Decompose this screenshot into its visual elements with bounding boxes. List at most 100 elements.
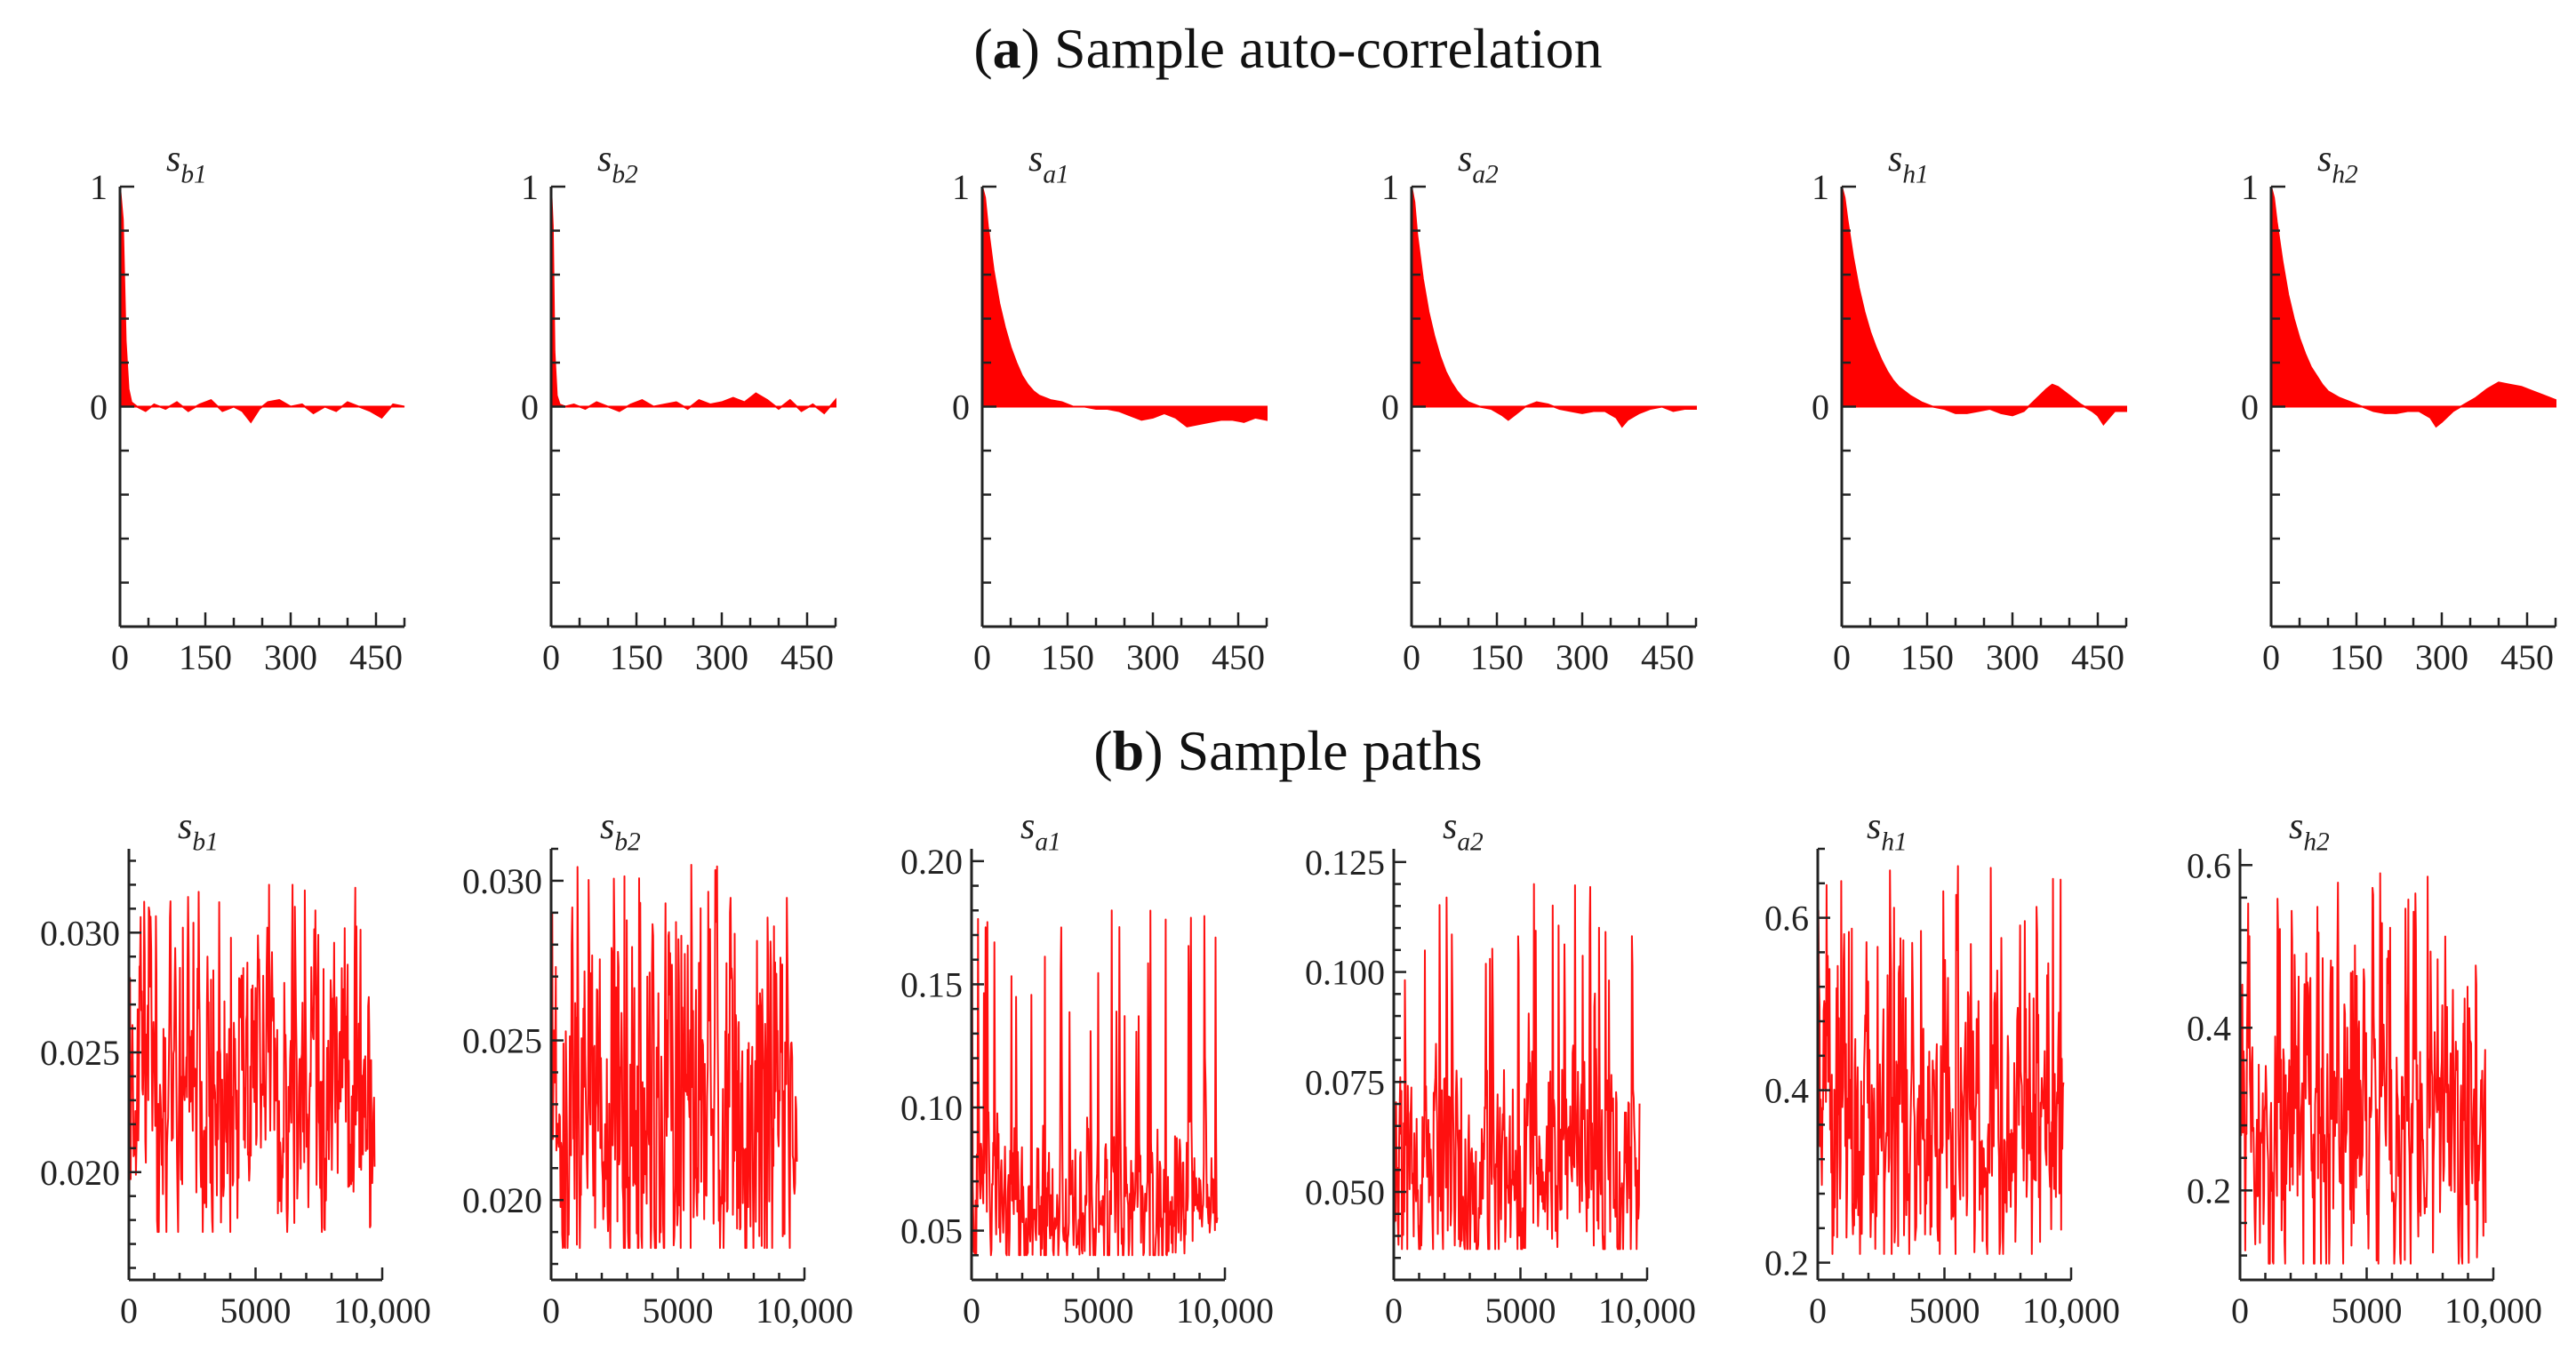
panel-a-title: (a) Sample auto-correlation <box>973 17 1602 80</box>
series-label-b-0: sb1 <box>178 806 219 856</box>
x-tick-label: 0 <box>1833 637 1851 677</box>
y-tick-label: 0.125 <box>1305 843 1385 883</box>
sample-path-line <box>971 909 1219 1257</box>
x-tick-label: 0 <box>2231 1291 2249 1331</box>
x-tick-label: 10,000 <box>756 1291 853 1331</box>
y-tick-label: 0.4 <box>1764 1071 1809 1111</box>
chart-a-a1: 1 0 0 150 300 450 sa1 <box>952 139 1268 677</box>
x-tick-label: 5000 <box>1063 1291 1134 1331</box>
x-tick-label: 450 <box>780 637 834 677</box>
x-tick-label: 0 <box>963 1291 980 1331</box>
y-tick-label: 0.030 <box>462 861 542 901</box>
y-tick-label: 1 <box>90 167 108 207</box>
acf-area <box>2270 186 2556 428</box>
acf-area <box>1411 186 1697 428</box>
chart-a-a2: 1 0 0 150 300 450 sa2 <box>1381 139 1698 677</box>
series-label-a-5: sh2 <box>2317 139 2358 188</box>
y-tick-label: 0.10 <box>900 1088 963 1128</box>
chart-a-b2: 1 0 0 150 300 450 sb2 <box>521 139 837 677</box>
series-label-a-3: sa2 <box>1458 139 1499 188</box>
sample-path-line <box>128 883 376 1234</box>
x-tick-label: 300 <box>1986 637 2039 677</box>
y-tick-label: 1 <box>2241 167 2259 207</box>
x-tick-label: 0 <box>111 637 129 677</box>
x-tick-label: 300 <box>695 637 748 677</box>
y-tick-label: 0.6 <box>1764 899 1809 939</box>
x-tick-label: 10,000 <box>333 1291 431 1331</box>
series-label-base: s <box>178 806 192 847</box>
chart-b-h2: 0.2 0.4 0.6 0 5000 10,000 sh2 <box>2187 806 2542 1331</box>
x-tick-label: 10,000 <box>1176 1291 1274 1331</box>
series-label-subscript: a1 <box>1043 160 1068 188</box>
y-tick-label: 0.4 <box>2187 1008 2231 1048</box>
series-label-b-2: sa1 <box>1020 806 1061 856</box>
series-label-base: s <box>1867 806 1881 847</box>
series-label-base: s <box>1888 139 1902 180</box>
panel-b-title: (b) Sample paths <box>1093 719 1482 782</box>
y-tick-label: 0.15 <box>900 964 963 1004</box>
sample-path-line <box>550 864 798 1250</box>
x-tick-label: 450 <box>349 637 403 677</box>
series-label-subscript: h2 <box>2332 160 2358 188</box>
series-label-base: s <box>166 139 180 180</box>
y-tick-label: 0.100 <box>1305 953 1385 993</box>
x-tick-label: 450 <box>2071 637 2124 677</box>
chart-b-a2: 0.050 0.075 0.100 0.125 0 5000 10,000 sa2 <box>1305 806 1696 1331</box>
panel-a-letter: a <box>993 17 1021 80</box>
sample-path-line <box>1817 865 2065 1255</box>
y-tick-label: 0 <box>2241 388 2259 428</box>
series-label-b-3: sa2 <box>1443 806 1484 856</box>
series-label-b-5: sh2 <box>2289 806 2330 856</box>
x-tick-label: 5000 <box>1485 1291 1556 1331</box>
chart-b-h1: 0.2 0.4 0.6 0 5000 10,000 sh1 <box>1764 806 2120 1331</box>
chart-b-b2: 0.020 0.025 0.030 0 5000 10,000 sb2 <box>462 806 853 1331</box>
x-tick-label: 0 <box>1809 1291 1827 1331</box>
x-tick-label: 0 <box>2262 637 2280 677</box>
series-label-base: s <box>1028 139 1043 180</box>
series-label-b-4: sh1 <box>1867 806 1908 856</box>
x-tick-label: 5000 <box>1909 1291 1980 1331</box>
series-label-a-1: sb2 <box>597 139 638 188</box>
series-label-subscript: b2 <box>612 160 638 188</box>
x-tick-label: 0 <box>1385 1291 1403 1331</box>
acf-area <box>981 186 1268 428</box>
y-tick-label: 0.2 <box>2187 1171 2231 1211</box>
sample-path-line <box>1393 883 1641 1251</box>
x-tick-label: 10,000 <box>2444 1291 2542 1331</box>
x-tick-label: 10,000 <box>2022 1291 2120 1331</box>
y-tick-label: 0.20 <box>900 842 963 882</box>
x-tick-label: 150 <box>1900 637 1954 677</box>
series-label-base: s <box>1458 139 1472 180</box>
series-label-b-1: sb2 <box>600 806 641 856</box>
series-label-a-2: sa1 <box>1028 139 1069 188</box>
acf-area <box>550 186 836 415</box>
chart-b-a1: 0.05 0.10 0.15 0.20 0 5000 10,000 sa1 <box>900 806 1274 1331</box>
y-tick-label: 0.020 <box>462 1180 542 1220</box>
x-tick-label: 150 <box>1041 637 1094 677</box>
series-label-subscript: h2 <box>2303 827 2330 856</box>
chart-a-h2: 1 0 0 150 300 450 sh2 <box>2241 139 2557 677</box>
series-label-base: s <box>2289 806 2303 847</box>
panel-a-text: Sample auto-correlation <box>1054 17 1603 80</box>
acf-area <box>1841 186 2127 426</box>
chart-b-b1: 0.020 0.025 0.030 0 5000 10,000 sb1 <box>40 806 431 1331</box>
y-tick-label: 0 <box>90 388 108 428</box>
x-tick-label: 450 <box>2500 637 2554 677</box>
panel-b-letter: b <box>1113 719 1145 782</box>
x-tick-label: 450 <box>1212 637 1265 677</box>
x-tick-label: 150 <box>1470 637 1524 677</box>
x-tick-label: 0 <box>542 637 560 677</box>
acf-area <box>119 186 405 424</box>
y-tick-label: 1 <box>521 167 539 207</box>
series-label-subscript: b1 <box>192 827 218 856</box>
series-label-subscript: b2 <box>614 827 641 856</box>
y-tick-label: 0.030 <box>40 913 120 953</box>
series-label-subscript: a2 <box>1457 827 1484 856</box>
y-tick-label: 1 <box>952 167 970 207</box>
y-tick-label: 0.050 <box>1305 1172 1385 1212</box>
chart-a-h1: 1 0 0 150 300 450 sh1 <box>1812 139 2128 677</box>
x-tick-label: 5000 <box>643 1291 714 1331</box>
x-tick-label: 450 <box>1641 637 1694 677</box>
